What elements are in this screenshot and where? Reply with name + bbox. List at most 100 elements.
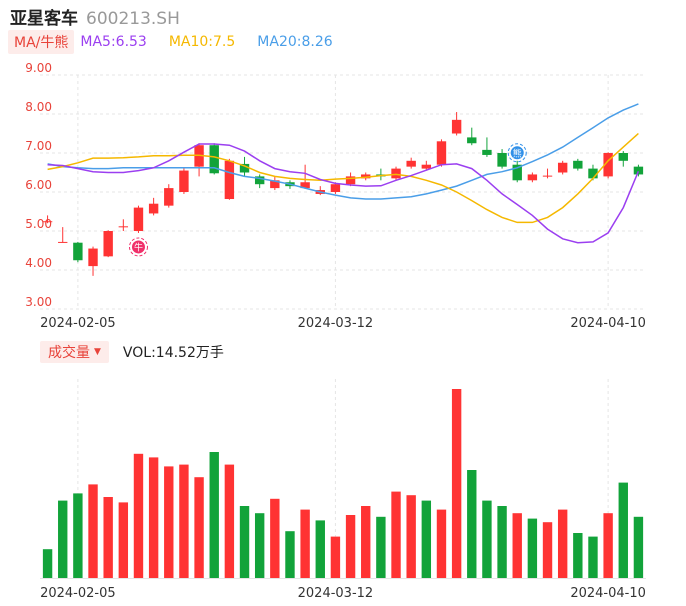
volume-bar[interactable] [573, 533, 583, 578]
volume-bar[interactable] [467, 470, 477, 578]
volume-x-tick-label: 2024-02-05 [40, 586, 116, 601]
ma5-label: MA5:6.53 [80, 34, 147, 50]
candle-body[interactable] [148, 203, 159, 214]
ma20-line [47, 103, 639, 200]
y-tick-label: 7.00 [25, 139, 52, 153]
candle-body[interactable] [573, 160, 583, 169]
bull-marker-ring [128, 237, 148, 257]
volume-bar[interactable] [42, 549, 53, 578]
candle-body[interactable] [133, 207, 144, 231]
volume-bar[interactable] [73, 493, 83, 578]
volume-bar[interactable] [209, 452, 219, 578]
candle-body[interactable] [436, 141, 447, 165]
volume-bar[interactable] [361, 506, 371, 578]
volume-bar[interactable] [315, 520, 325, 578]
volume-bar[interactable] [164, 466, 174, 578]
candle-body[interactable] [603, 153, 613, 177]
candle-body[interactable] [209, 145, 219, 174]
volume-bar[interactable] [345, 515, 356, 578]
title-row: 亚星客车 600213.SH [10, 4, 180, 29]
candle-body[interactable] [254, 176, 265, 185]
volume-bar[interactable] [436, 509, 447, 578]
volume-bar[interactable] [633, 516, 644, 578]
candle-body[interactable] [406, 160, 416, 167]
x-tick-label: 2024-02-05 [40, 316, 116, 331]
volume-bar[interactable] [285, 531, 295, 578]
volume-bar[interactable] [270, 498, 280, 578]
candle-body[interactable] [58, 241, 68, 243]
volume-bar[interactable] [300, 509, 310, 578]
volume-bar[interactable] [482, 500, 492, 578]
bull-marker-icon[interactable] [131, 240, 145, 254]
volume-bar[interactable] [542, 522, 553, 578]
candle-body[interactable] [103, 231, 113, 257]
volume-bar[interactable] [451, 389, 462, 578]
volume-indicator-button[interactable]: 成交量 ▼ [40, 341, 109, 363]
candle-body[interactable] [633, 166, 644, 175]
volume-bar[interactable] [603, 513, 613, 578]
candle-body[interactable] [300, 182, 310, 189]
candle-body[interactable] [497, 153, 507, 167]
candle-body[interactable] [345, 176, 356, 185]
y-tick-label: 9.00 [25, 61, 52, 75]
y-tick-label: 4.00 [25, 256, 52, 270]
ma-indicator-button[interactable]: MA/牛熊 [8, 30, 75, 54]
candle-body[interactable] [557, 162, 568, 173]
candle-body[interactable] [224, 160, 235, 200]
volume-bar[interactable] [512, 513, 522, 578]
candle-body[interactable] [512, 164, 522, 181]
candle-body[interactable] [330, 184, 341, 192]
bear-marker-label: 熊 [513, 147, 522, 159]
y-tick-label: 6.00 [25, 178, 52, 192]
bear-marker-icon[interactable] [510, 146, 524, 160]
volume-bar[interactable] [497, 506, 507, 578]
volume-bar[interactable] [618, 482, 628, 578]
candle-body[interactable] [164, 188, 174, 206]
candle-body[interactable] [451, 119, 462, 134]
candle-body[interactable] [179, 170, 189, 192]
candle-body[interactable] [588, 168, 598, 179]
volume-bar[interactable] [103, 497, 113, 578]
candle-body[interactable] [239, 163, 250, 173]
volume-bar[interactable] [239, 506, 250, 578]
volume-bar[interactable] [58, 500, 68, 578]
candle-body[interactable] [270, 180, 280, 189]
volume-bar[interactable] [376, 516, 386, 578]
volume-bar[interactable] [148, 457, 159, 578]
stock-code: 600213.SH [86, 9, 180, 29]
candle-body[interactable] [361, 174, 371, 179]
volume-bar[interactable] [179, 464, 189, 578]
volume-bar[interactable] [254, 513, 265, 578]
volume-bar[interactable] [224, 464, 235, 578]
volume-legend-row: 成交量 ▼ VOL:14.52万手 [40, 341, 224, 363]
stock-name: 亚星客车 [10, 9, 78, 29]
volume-bar[interactable] [406, 495, 416, 578]
candle-body[interactable] [42, 221, 53, 223]
volume-bar[interactable] [527, 518, 538, 578]
caret-down-icon: ▼ [94, 347, 101, 357]
ma10-line [47, 132, 639, 224]
candle-body[interactable] [391, 168, 401, 179]
ma20-label: MA20:8.26 [257, 34, 333, 50]
volume-bar[interactable] [421, 500, 432, 578]
candle-body[interactable] [421, 164, 432, 169]
candle-body[interactable] [542, 175, 553, 177]
candle-body[interactable] [73, 242, 83, 261]
volume-bar[interactable] [133, 453, 144, 578]
candle-body[interactable] [618, 153, 628, 161]
volume-bar[interactable] [118, 502, 129, 578]
candle-body[interactable] [467, 137, 477, 144]
volume-bar[interactable] [588, 536, 598, 578]
volume-x-tick-label: 2024-03-12 [298, 586, 374, 601]
volume-bar[interactable] [194, 477, 204, 578]
candle-body[interactable] [88, 248, 98, 267]
volume-bar[interactable] [330, 536, 341, 578]
candle-body[interactable] [118, 226, 129, 228]
volume-bar[interactable] [391, 491, 401, 578]
candle-body[interactable] [482, 149, 492, 155]
volume-bar[interactable] [557, 509, 568, 578]
volume-bar[interactable] [88, 484, 98, 578]
candle-body[interactable] [527, 174, 538, 181]
bear-marker-ring [507, 143, 527, 163]
